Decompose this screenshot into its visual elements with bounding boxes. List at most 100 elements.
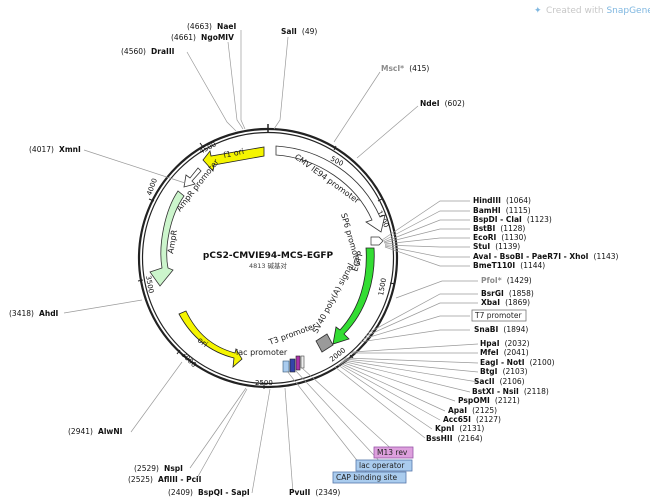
site-pos: (2164) xyxy=(458,434,483,443)
site-pos: (1143) xyxy=(594,252,619,261)
site-pvuii[interactable]: PvuII (2349) xyxy=(289,480,340,499)
site-ndei[interactable]: NdeI (602) xyxy=(420,91,465,110)
site-pspomi[interactable]: PspOMI (2121) xyxy=(458,388,520,407)
site-name: PfoI* xyxy=(481,276,502,285)
leader-ahdi xyxy=(63,299,143,314)
site-name: NspI xyxy=(164,464,183,473)
site-hpai[interactable]: HpaI (2032) xyxy=(480,331,530,350)
leader-pfoi xyxy=(395,280,478,299)
lac-operator-box[interactable] xyxy=(355,459,413,472)
cmv-promoter-arrow xyxy=(275,145,386,233)
leader-site xyxy=(340,361,456,402)
leader-pvuii xyxy=(284,387,294,494)
leader-site xyxy=(342,359,479,383)
site-sacii[interactable]: SacII (2106) xyxy=(474,369,525,388)
m13-rev-box[interactable] xyxy=(373,446,414,459)
site-name: BssHII xyxy=(426,434,453,443)
site-ecori[interactable]: EcoRI (1130) xyxy=(473,225,526,244)
site-bamhi[interactable]: BamHI (1115) xyxy=(473,198,531,217)
leader-site xyxy=(382,210,470,242)
site-acc65i[interactable]: Acc65I (2127) xyxy=(443,407,501,426)
site-pos: (4661) xyxy=(171,33,196,42)
site-stui[interactable]: StuI (1139) xyxy=(473,234,520,253)
sites-bottom: (2529) NspI (2525) AflIII - PciI (2409) … xyxy=(128,456,340,499)
leader-site xyxy=(383,228,470,244)
site-bstbi[interactable]: BstBI (1128) xyxy=(473,216,525,235)
site-bspdi-clai[interactable]: BspDI - ClaI (1123) xyxy=(473,207,552,226)
tick-mark xyxy=(176,349,181,355)
site-pos: (49) xyxy=(302,27,317,36)
site-avai-xhoi[interactable]: AvaI - BsoBI - PaeR7I - XhoI (1143) xyxy=(473,244,619,263)
leader-ngomiv xyxy=(227,41,244,130)
leader-lacop xyxy=(294,369,385,467)
sp6-promoter-arrow xyxy=(370,236,384,246)
site-bmet110i[interactable]: BmeT110I (1144) xyxy=(473,253,545,272)
feature-f1-ori: f1 ori xyxy=(202,146,265,172)
site-snabi[interactable]: SnaBI (1894) xyxy=(474,317,528,336)
svg-text:Created with SnapGene®: Created with SnapGene® xyxy=(546,6,650,16)
site-xbai[interactable]: XbaI (1869) xyxy=(481,290,530,309)
site-pos: (2041) xyxy=(504,348,529,357)
site-msci[interactable]: MscI* (415) xyxy=(381,56,429,75)
cap-binding-site-box[interactable] xyxy=(332,471,407,484)
site-hindiii[interactable]: HindIII (1064) xyxy=(473,188,531,207)
site-naei[interactable]: (4663) NaeI xyxy=(187,14,236,33)
tick-label: 3500 xyxy=(144,275,155,294)
leader-m13 xyxy=(301,367,397,454)
site-pos: (2118) xyxy=(524,387,549,396)
ori-arrow xyxy=(178,310,243,368)
site-pos: (2941) xyxy=(68,427,93,436)
site-pos: (2103) xyxy=(503,367,528,376)
site-bspqi-sapi[interactable]: (2409) BspQI - SapI xyxy=(168,480,250,499)
site-sali[interactable]: SalI (49) xyxy=(281,19,317,38)
m13-rev-label: M13 rev xyxy=(377,448,408,457)
site-pos: (2127) xyxy=(476,415,501,424)
leader-bspqi xyxy=(251,388,271,494)
site-name: AhdI xyxy=(39,309,59,318)
leader-snabi xyxy=(359,329,470,343)
leader-msci xyxy=(333,71,381,143)
t7-promoter-box[interactable] xyxy=(471,309,527,322)
watermark-prefix: Created with xyxy=(546,6,606,16)
site-apai[interactable]: ApaI (2125) xyxy=(448,398,497,417)
leader-alwni xyxy=(130,361,183,433)
sv40-polya-box xyxy=(315,333,334,353)
site-kpni[interactable]: KpnI (2131) xyxy=(435,416,484,435)
leader-site xyxy=(384,245,470,258)
site-btgi[interactable]: BtgI (2103) xyxy=(480,359,528,378)
tick-mark xyxy=(349,354,354,359)
feature-label-boxes: T7 promoter M13 rev lac operator CAP bin… xyxy=(332,309,527,484)
site-name: SalI xyxy=(281,27,297,36)
site-bsrgi[interactable]: BsrGI (1858) xyxy=(481,281,534,300)
plasmid-name: pCS2-CMVIE94-MCS-EGFP xyxy=(203,251,334,261)
site-pos: (1144) xyxy=(520,261,545,270)
leader-site xyxy=(339,362,446,412)
leader-cap xyxy=(286,370,371,478)
site-xmni[interactable]: (4017) XmnI xyxy=(29,137,81,156)
site-ahdi[interactable]: (3418) AhdI xyxy=(9,301,59,320)
site-pos: (2106) xyxy=(500,377,525,386)
site-afliii-pcii[interactable]: (2525) AflIII - PciI xyxy=(128,467,202,486)
site-name: HpaI xyxy=(480,339,500,348)
site-pfoi[interactable]: PfoI* (1429) xyxy=(481,268,532,287)
feature-label: T3 promoter xyxy=(267,321,318,347)
site-ngomiv[interactable]: (4661) NgoMIV xyxy=(171,25,234,44)
site-draiii[interactable]: (4560) DraIII xyxy=(121,39,175,58)
tick-mark xyxy=(148,198,155,202)
site-pos: (2525) xyxy=(128,475,153,484)
small-feature-cluster xyxy=(282,355,305,373)
cap-binding-site-label: CAP binding site xyxy=(336,473,398,482)
site-mfei[interactable]: MfeI (2041) xyxy=(480,340,529,359)
site-name: EagI - NotI xyxy=(480,358,525,367)
t7-promoter-label: T7 promoter xyxy=(474,311,522,320)
site-bstxi-nsii[interactable]: BstXI - NsiI (2118) xyxy=(472,379,549,398)
site-nspi[interactable]: (2529) NspI xyxy=(134,456,183,475)
site-alwni[interactable]: (2941) AlwNI xyxy=(68,419,123,438)
tick-mark xyxy=(377,198,383,202)
site-pos: (4017) xyxy=(29,145,54,154)
leader-draiii xyxy=(186,51,237,132)
leader-site xyxy=(384,246,470,267)
site-bsshii[interactable]: BssHII (2164) xyxy=(426,426,483,445)
site-pos: (602) xyxy=(445,99,465,108)
site-eagi-noti[interactable]: EagI - NotI (2100) xyxy=(480,350,555,369)
